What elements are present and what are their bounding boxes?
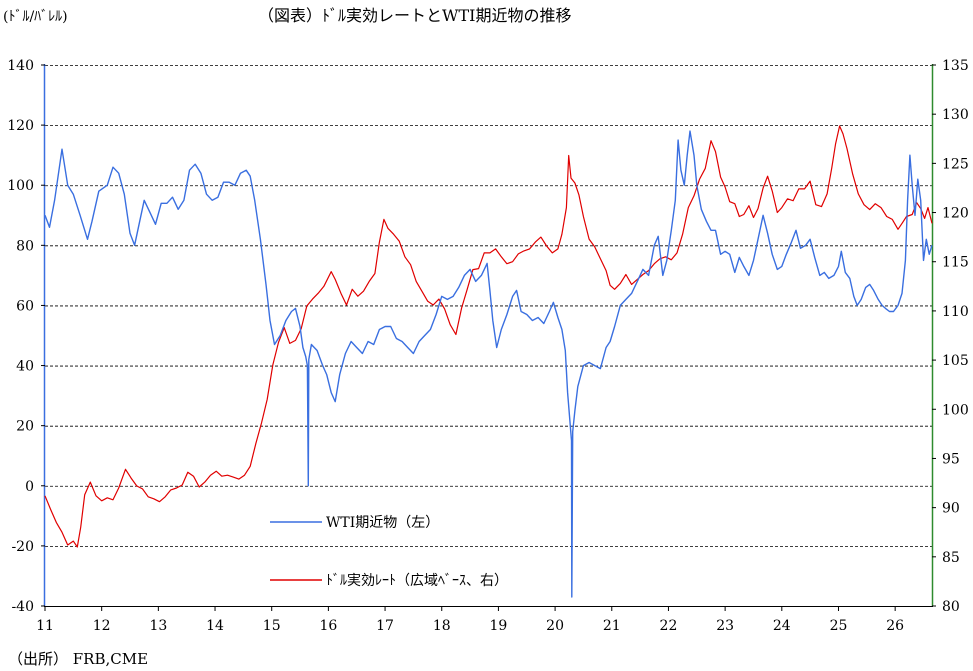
x-tick-label: 26	[886, 618, 904, 634]
x-tick-label: 15	[263, 618, 281, 634]
source-note: （出所） FRB,CME	[8, 650, 148, 668]
legend: WTI期近物（左） ﾄﾞﾙ実効ﾚｰﾄ（広域ﾍﾞｰｽ、右）	[270, 515, 508, 589]
left-tick-label: 120	[7, 118, 34, 134]
series-line-dollar-effective-rate	[44, 125, 933, 548]
x-tick-label: 16	[319, 618, 337, 634]
x-tick-label: 13	[149, 618, 167, 634]
x-tick-label: 12	[93, 618, 111, 634]
x-tick-label: 11	[36, 618, 54, 634]
x-tick-label: 18	[433, 618, 451, 634]
left-tick-label: 0	[25, 479, 34, 495]
legend-label-dollar: ﾄﾞﾙ実効ﾚｰﾄ（広域ﾍﾞｰｽ、右）	[326, 573, 508, 589]
left-tick-label: 100	[7, 178, 34, 194]
x-tick-label: 21	[603, 618, 621, 634]
left-tick-label: 140	[7, 58, 34, 74]
x-tick-label: 23	[716, 618, 734, 634]
x-tick-label: 17	[376, 618, 394, 634]
left-axis-unit: (ﾄﾞﾙ/ﾊﾞﾚﾙ)	[3, 9, 68, 25]
right-tick-label: 80	[942, 599, 960, 615]
right-tick-label: 85	[942, 550, 960, 566]
left-tick-label: 20	[16, 419, 34, 435]
chart-title: （図表）ﾄﾞﾙ実効レートとWTI期近物の推移	[258, 6, 571, 25]
left-tick-label: 40	[16, 359, 34, 375]
x-tick-label: 24	[773, 618, 791, 634]
right-tick-label: 125	[942, 156, 969, 172]
x-tick-label: 19	[490, 618, 508, 634]
right-tick-label: 130	[942, 107, 969, 123]
left-tick-label: -20	[11, 539, 34, 555]
left-axis-ticks: 140 120 100 80 60 40 20 0 -20 -40	[7, 58, 45, 615]
x-axis-ticks: 11 12 13 14 15 16 17 18 19 20 21 22 23 24 25 26	[36, 606, 904, 634]
right-tick-label: 115	[942, 255, 969, 271]
x-tick-label: 22	[660, 618, 678, 634]
left-tick-label: -40	[11, 599, 34, 615]
right-tick-label: 120	[942, 206, 969, 222]
right-tick-label: 105	[942, 353, 969, 369]
series-line-wti	[44, 130, 933, 598]
left-tick-label: 80	[16, 238, 34, 254]
right-tick-label: 90	[942, 501, 960, 517]
right-axis-ticks: 135 130 125 120 115 110 105 100 95 90 85 80	[932, 58, 969, 615]
x-tick-label: 14	[206, 618, 224, 634]
x-tick-label: 20	[546, 618, 564, 634]
right-tick-label: 95	[942, 451, 960, 467]
legend-label-wti: WTI期近物（左）	[326, 515, 439, 531]
right-tick-label: 100	[942, 402, 969, 418]
grid-lines	[45, 65, 932, 547]
x-tick-label: 25	[830, 618, 848, 634]
right-tick-label: 135	[942, 58, 969, 74]
left-tick-label: 60	[16, 298, 34, 314]
right-tick-label: 110	[942, 304, 969, 320]
